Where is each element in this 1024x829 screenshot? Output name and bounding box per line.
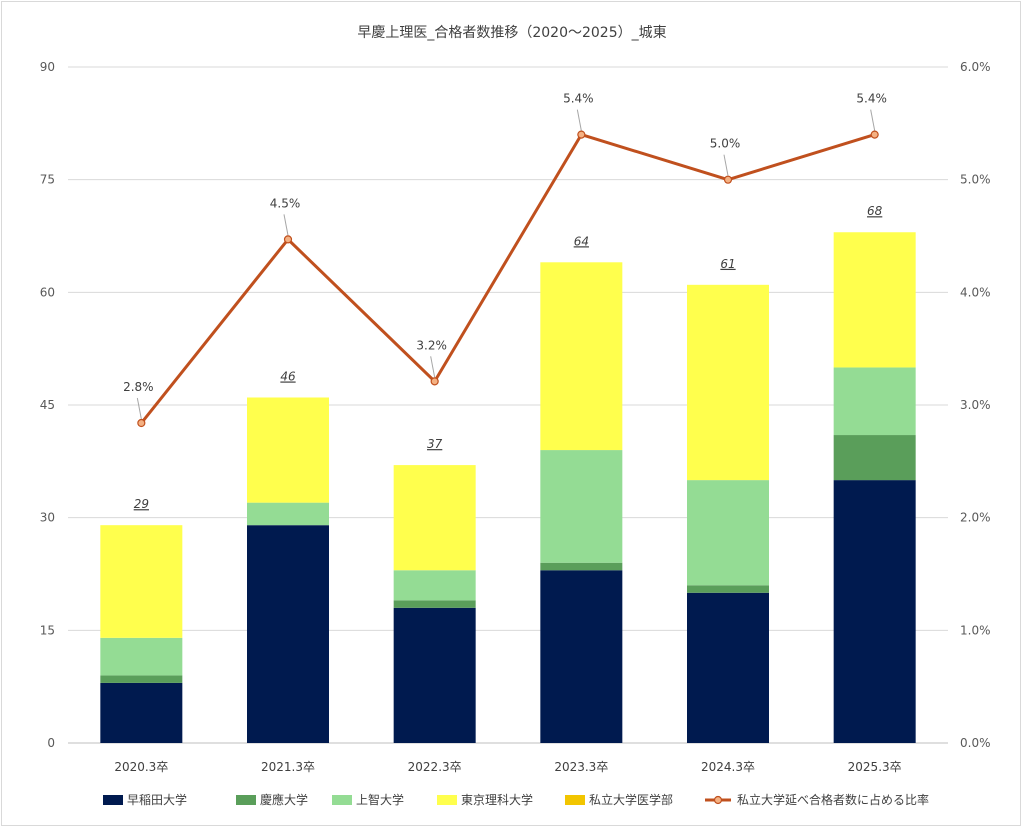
x-category-label: 2024.3卒 bbox=[701, 760, 755, 774]
y-left-tick-label: 60 bbox=[40, 285, 55, 299]
bar-total-label: 68 bbox=[867, 204, 883, 218]
bar-segment bbox=[687, 480, 769, 586]
bar-segment bbox=[393, 607, 476, 743]
y-left-tick-label: 45 bbox=[40, 398, 55, 412]
bar-segment bbox=[833, 480, 916, 743]
bar-segment bbox=[833, 232, 916, 368]
chart-title: 早慶上理医_合格者数推移（2020～2025）_城東 bbox=[357, 25, 667, 41]
x-category-label: 2023.3卒 bbox=[554, 760, 608, 774]
legend: 早稲田大学 慶應大学 上智大学 東京理科大学 私立大学医学部 私立大学延べ合格者数に占める… bbox=[103, 792, 929, 807]
bar-segment bbox=[100, 525, 183, 638]
bar-segment bbox=[833, 367, 916, 436]
bar-segment bbox=[687, 585, 769, 593]
legend-label: 上智大学 bbox=[356, 792, 404, 807]
leader-line bbox=[136, 397, 142, 420]
y-right-tick-label: 3.0% bbox=[960, 398, 991, 412]
x-category-label: 2025.3卒 bbox=[848, 760, 902, 774]
leader-line bbox=[723, 154, 729, 176]
legend-swatch bbox=[103, 795, 123, 805]
ratio-label: 4.5% bbox=[270, 196, 301, 210]
bar-segment bbox=[687, 284, 769, 481]
ratio-point bbox=[430, 377, 439, 386]
x-category-label: 2022.3卒 bbox=[408, 760, 462, 774]
stacked-bars bbox=[100, 232, 916, 743]
ratio-label: 2.8% bbox=[123, 380, 154, 394]
legend-line-marker bbox=[713, 795, 723, 805]
legend-swatch bbox=[332, 795, 352, 805]
bar-segment bbox=[100, 682, 183, 743]
bar-segment bbox=[540, 562, 623, 571]
ratio-point bbox=[723, 175, 733, 184]
bar-segment bbox=[247, 525, 329, 743]
bar-segment bbox=[833, 435, 916, 481]
ratio-point bbox=[283, 235, 293, 244]
leader-line bbox=[283, 214, 289, 236]
bar-total-label: 46 bbox=[280, 369, 296, 383]
legend-label: 東京理科大学 bbox=[461, 792, 533, 807]
y-left-tick-label: 0 bbox=[47, 736, 55, 750]
bar-segment bbox=[100, 675, 183, 683]
y-right-tick-label: 1.0% bbox=[960, 623, 991, 637]
ratio-label: 3.2% bbox=[416, 338, 447, 352]
ratio-label: 5.4% bbox=[563, 92, 594, 106]
x-axis-categories: 2020.3卒 2021.3卒 2022.3卒 2023.3卒 2024.3卒 2025.… bbox=[114, 760, 901, 774]
y-left-tick-label: 90 bbox=[40, 60, 55, 74]
ratio-label: 5.4% bbox=[856, 92, 887, 106]
legend-label: 私立大学延べ合格者数に占める比率 bbox=[737, 792, 929, 807]
bar-total-label: 61 bbox=[720, 257, 735, 271]
y-right-tick-label: 0.0% bbox=[960, 736, 991, 750]
ratio-point bbox=[577, 130, 586, 139]
bar-segment bbox=[540, 570, 623, 743]
bar-segment bbox=[393, 465, 476, 571]
x-category-label: 2021.3卒 bbox=[261, 760, 315, 774]
bar-total-label: 64 bbox=[574, 234, 589, 248]
gridlines bbox=[68, 66, 948, 744]
ratio-point bbox=[137, 418, 146, 428]
bar-segment bbox=[540, 262, 623, 451]
y-right-tick-label: 2.0% bbox=[960, 511, 991, 525]
ratio-line bbox=[140, 133, 876, 424]
bar-total-labels: 29 46 37 64 61 68 bbox=[134, 204, 883, 511]
right-axis-ticks: 0.0% 1.0% 2.0% 3.0% 4.0% 5.0% 6.0% bbox=[960, 60, 991, 750]
legend-swatch bbox=[437, 795, 457, 805]
ratio-point bbox=[870, 130, 879, 139]
leader-line bbox=[576, 109, 582, 131]
bar-segment bbox=[247, 397, 329, 503]
y-right-tick-label: 6.0% bbox=[960, 60, 991, 74]
bar-total-label: 29 bbox=[134, 497, 149, 511]
bar-segment bbox=[540, 450, 623, 563]
bar-segment bbox=[687, 592, 769, 743]
y-left-tick-label: 15 bbox=[40, 623, 55, 637]
ratio-line-series: 2.8% 4.5% 3.2% 5.4% 5.0% 5.4% bbox=[123, 92, 887, 428]
ratio-label: 5.0% bbox=[710, 137, 741, 151]
leader-line bbox=[430, 356, 436, 378]
bar-segment bbox=[247, 502, 329, 526]
legend-label: 早稲田大学 bbox=[127, 792, 187, 807]
y-right-tick-label: 5.0% bbox=[960, 173, 991, 187]
y-left-tick-label: 75 bbox=[40, 173, 55, 187]
left-axis-ticks: 0 15 30 45 60 75 90 bbox=[40, 60, 55, 750]
bar-segment bbox=[100, 637, 183, 676]
bar-segment bbox=[393, 600, 476, 608]
bar-total-label: 37 bbox=[427, 437, 443, 451]
legend-swatch bbox=[236, 795, 256, 805]
y-right-tick-label: 4.0% bbox=[960, 285, 991, 299]
x-category-label: 2020.3卒 bbox=[114, 760, 168, 774]
legend-label: 私立大学医学部 bbox=[589, 792, 673, 807]
y-left-tick-label: 30 bbox=[40, 511, 55, 525]
leader-line bbox=[870, 109, 876, 131]
legend-label: 慶應大学 bbox=[260, 792, 308, 807]
legend-swatch bbox=[565, 795, 585, 805]
bar-segment bbox=[393, 570, 476, 601]
